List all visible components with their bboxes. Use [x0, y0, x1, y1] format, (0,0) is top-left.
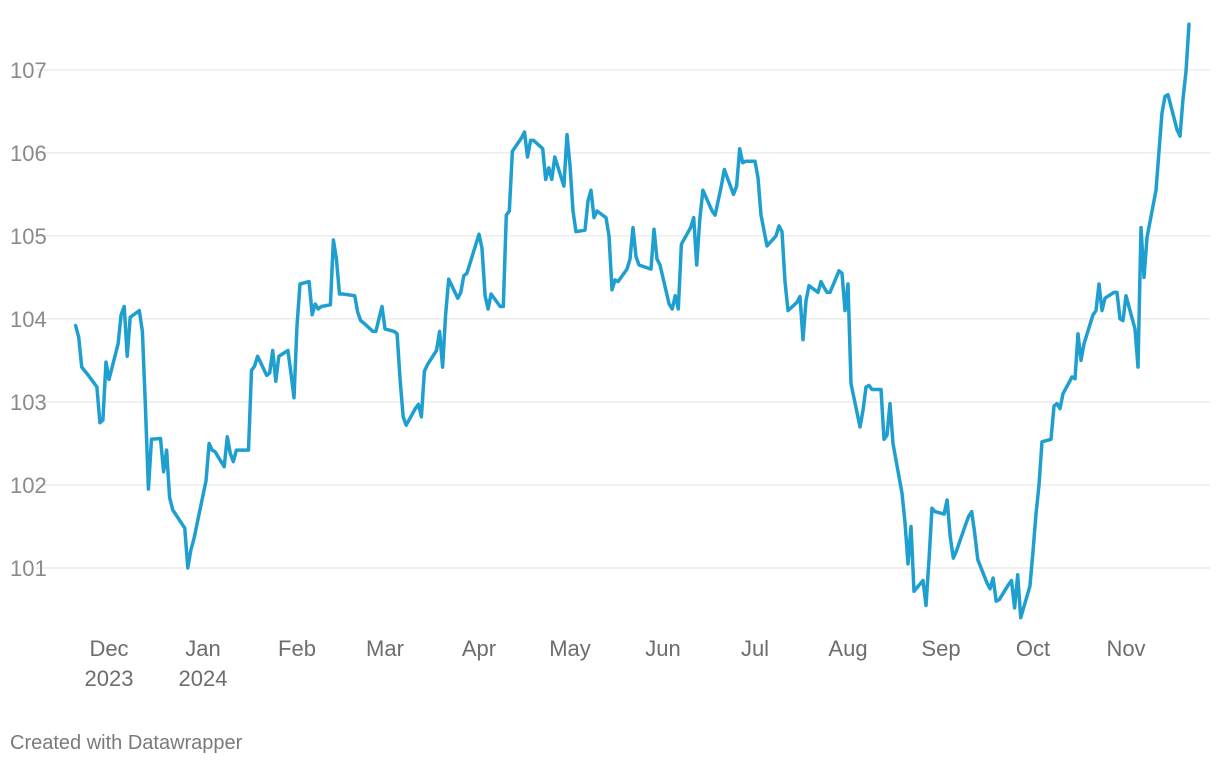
x-tick-label-aug: Aug	[828, 636, 867, 661]
y-tick-label-103: 103	[10, 390, 47, 415]
y-tick-label-105: 105	[10, 224, 47, 249]
series-line-0	[73, 22, 1191, 620]
datawrapper-credit[interactable]: Created with Datawrapper	[10, 732, 243, 754]
x-tick-label-sep: Sep	[921, 636, 960, 661]
x-tick-label-jul: Jul	[741, 636, 769, 661]
y-tick-label-102: 102	[10, 473, 47, 498]
x-tick-year-2024: 2024	[179, 666, 228, 691]
y-axis: 101 102 103 104 105 106 107	[10, 58, 47, 581]
x-tick-label-dec: Dec	[89, 636, 128, 661]
x-tick-label-jan: Jan	[185, 636, 220, 661]
x-axis: Dec 2023 Jan 2024 Feb Mar Apr May Jun Jul Aug Sep Oc…	[85, 636, 1146, 691]
x-tick-label-jun: Jun	[645, 636, 680, 661]
series-layer	[73, 22, 1191, 620]
x-tick-label-apr: Apr	[462, 636, 496, 661]
x-tick-label-may: May	[549, 636, 591, 661]
x-tick-label-mar: Mar	[366, 636, 404, 661]
y-tick-label-106: 106	[10, 141, 47, 166]
y-tick-label-107: 107	[10, 58, 47, 83]
y-tick-label-104: 104	[10, 307, 47, 332]
x-tick-label-oct: Oct	[1016, 636, 1050, 661]
y-tick-label-101: 101	[10, 556, 47, 581]
x-tick-label-nov: Nov	[1106, 636, 1145, 661]
gridlines	[36, 69, 1210, 569]
x-tick-year-2023: 2023	[85, 666, 134, 691]
x-tick-label-feb: Feb	[278, 636, 316, 661]
